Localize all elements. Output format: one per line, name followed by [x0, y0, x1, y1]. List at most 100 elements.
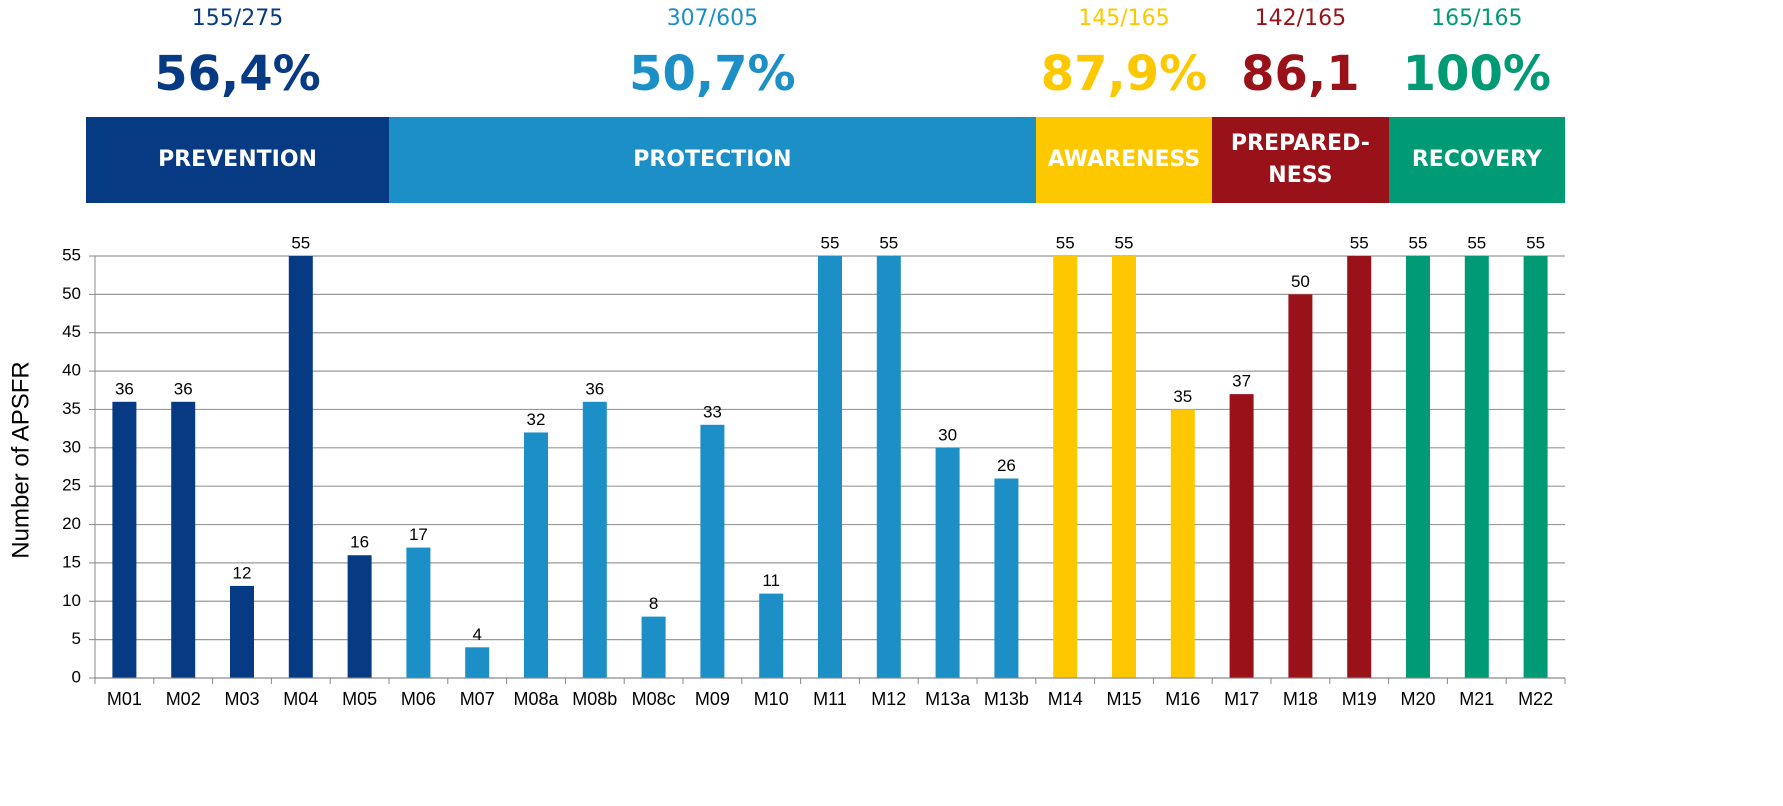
value-label: 55: [291, 233, 310, 252]
group-share: 87,9%: [1040, 46, 1208, 102]
bar: [818, 256, 842, 678]
x-tick-label: M11: [813, 689, 847, 709]
x-tick-label: M03: [224, 689, 259, 709]
value-label: 55: [1056, 233, 1075, 252]
y-tick-label: 40: [62, 361, 81, 380]
value-label: 26: [997, 456, 1016, 475]
bar: [641, 616, 666, 678]
y-tick-label: 5: [72, 629, 81, 648]
value-label: 50: [1291, 272, 1310, 291]
x-tick-label: M05: [342, 689, 377, 709]
bar: [1170, 409, 1195, 678]
bar: [1053, 256, 1078, 678]
bar: [406, 547, 431, 678]
group-ratio: 165/165: [1431, 6, 1523, 31]
value-label: 17: [409, 525, 428, 544]
group-share: 56,4%: [154, 46, 321, 102]
group-ratio: 307/605: [666, 6, 759, 31]
x-tick-label: M16: [1165, 689, 1200, 709]
bar: [465, 647, 490, 678]
group-band: PROTECTION: [389, 117, 1036, 203]
value-label: 55: [1467, 233, 1486, 252]
x-tick-label: M13a: [925, 689, 971, 709]
x-tick-label: M12: [871, 689, 906, 709]
bar: [1112, 256, 1136, 678]
bar: [582, 401, 607, 678]
value-label: 55: [1409, 233, 1428, 252]
bar: [288, 256, 313, 678]
bar: [1406, 256, 1430, 678]
value-label: 30: [938, 425, 957, 444]
value-label: 36: [585, 379, 604, 398]
value-label: 16: [350, 533, 369, 552]
x-tick-label: M20: [1400, 689, 1435, 709]
group-band: RECOVERY: [1388, 117, 1565, 203]
group-band: AWARENESS: [1035, 117, 1213, 203]
value-label: 33: [703, 402, 722, 421]
x-tick-label: M21: [1459, 689, 1494, 709]
value-label: 35: [1173, 387, 1192, 406]
bar: [347, 555, 372, 678]
y-tick-label: 50: [62, 284, 81, 303]
value-label: 55: [879, 233, 898, 252]
group-share: 86,1: [1241, 46, 1360, 102]
group-share: 50,7%: [629, 46, 796, 102]
bar: [876, 256, 901, 678]
x-tick-label: M14: [1048, 689, 1083, 709]
bar: [1464, 256, 1489, 678]
y-tick-label: 0: [72, 667, 81, 686]
x-tick-label: M10: [754, 689, 789, 709]
bar: [230, 585, 254, 678]
group-ratio: 142/165: [1254, 6, 1347, 31]
x-tick-label: M19: [1342, 689, 1377, 709]
bar: [994, 478, 1019, 678]
bar: [524, 432, 548, 678]
bar: [171, 401, 196, 678]
value-label: 37: [1232, 372, 1251, 391]
y-tick-label: 25: [62, 476, 81, 495]
x-tick-label: M15: [1106, 689, 1141, 709]
value-label: 4: [472, 625, 481, 644]
value-label: 12: [233, 563, 252, 582]
y-tick-label: 45: [62, 322, 81, 341]
bar: [1347, 256, 1372, 678]
value-label: 11: [762, 571, 780, 590]
value-label: 55: [1350, 233, 1369, 252]
y-tick-label: 35: [62, 399, 81, 418]
group-band: PREPARED- NESS: [1212, 117, 1389, 203]
group-share: 100%: [1402, 46, 1551, 102]
value-label: 55: [1115, 233, 1134, 252]
y-tick-label: 10: [62, 591, 81, 610]
group-ratio: 145/165: [1078, 6, 1170, 31]
group-band: PREVENTION: [86, 117, 389, 203]
x-tick-label: M07: [460, 689, 495, 709]
value-label: 36: [115, 379, 134, 398]
x-tick-label: M04: [283, 689, 318, 709]
value-label: 55: [1526, 233, 1545, 252]
y-tick-label: 30: [62, 437, 81, 456]
bar: [759, 593, 784, 678]
bar: [1288, 294, 1313, 678]
x-tick-label: M06: [401, 689, 436, 709]
bar: [700, 424, 725, 678]
group-ratio: 155/275: [191, 6, 284, 31]
y-tick-label: 55: [62, 245, 81, 264]
x-tick-label: M13b: [984, 689, 1029, 709]
x-tick-label: M01: [107, 689, 142, 709]
y-axis-label: Number of APSFR: [7, 361, 34, 558]
value-label: 32: [527, 410, 546, 429]
bar: [935, 447, 960, 678]
x-tick-label: M18: [1283, 689, 1318, 709]
x-tick-label: M08b: [572, 689, 617, 709]
x-tick-label: M08a: [513, 689, 559, 709]
value-label: 55: [821, 233, 840, 252]
y-tick-label: 20: [62, 514, 81, 533]
y-tick-label: 15: [62, 552, 81, 571]
bar: [1523, 256, 1548, 678]
x-tick-label: M02: [166, 689, 201, 709]
x-tick-label: M17: [1224, 689, 1259, 709]
value-label: 8: [649, 594, 658, 613]
value-label: 36: [174, 379, 193, 398]
